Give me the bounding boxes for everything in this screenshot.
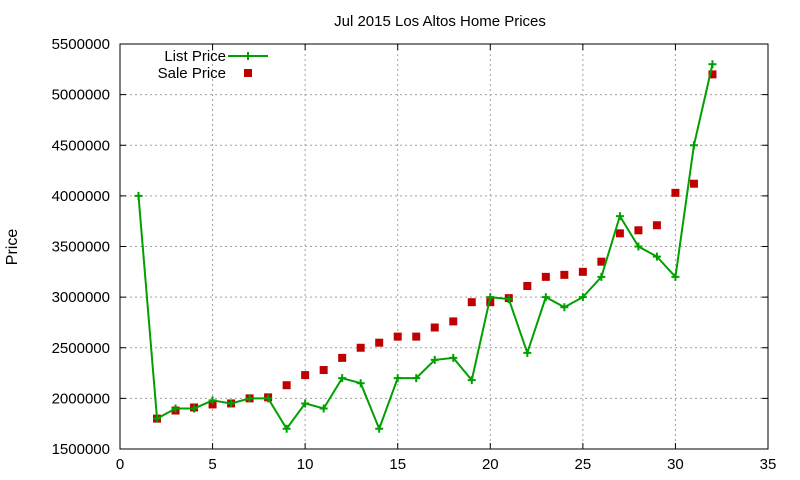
data-point-square [689, 179, 698, 188]
data-point-square [541, 272, 550, 281]
data-point-cross [153, 414, 162, 423]
legend-label: List Price [164, 48, 226, 65]
data-point-square [319, 366, 328, 375]
data-point-square [467, 298, 476, 307]
y-tick-label: 1500000 [52, 441, 110, 458]
x-tick-label: 35 [760, 456, 777, 473]
data-point-cross [708, 60, 717, 69]
data-point-square [708, 70, 717, 79]
y-tick-label: 2000000 [52, 390, 110, 407]
data-point-cross [504, 295, 513, 304]
data-point-square [338, 353, 347, 362]
data-point-cross [615, 212, 624, 221]
x-tick-label: 10 [297, 456, 314, 473]
data-point-cross [301, 399, 310, 408]
data-point-cross [578, 293, 587, 302]
data-point-cross [282, 424, 291, 433]
legend-label: Sale Price [158, 65, 226, 82]
x-tick-label: 0 [116, 456, 124, 473]
data-point-square [282, 381, 291, 390]
y-tick-label: 4000000 [52, 188, 110, 205]
data-point-square [412, 332, 421, 341]
data-point-cross [319, 404, 328, 413]
data-point-square [671, 188, 680, 197]
data-point-cross [523, 348, 532, 357]
chart-title: Jul 2015 Los Altos Home Prices [334, 13, 546, 30]
data-point-square [430, 323, 439, 332]
data-point-cross [134, 191, 143, 200]
data-point-square [615, 229, 624, 238]
y-tick-label: 5000000 [52, 87, 110, 104]
data-point-square [560, 270, 569, 279]
axis-ticks: 0 5 10 15 20 25 30 35 1500000 2000000 2500000 30000… [52, 36, 777, 473]
grid-lines [120, 44, 768, 449]
y-tick-label: 3000000 [52, 289, 110, 306]
data-point-cross [560, 303, 569, 312]
data-point-square [449, 317, 458, 326]
series-layer [134, 60, 717, 433]
data-point-cross [652, 252, 661, 261]
y-tick-label: 3500000 [52, 239, 110, 256]
data-point-cross [190, 404, 199, 413]
data-point-square [486, 298, 495, 307]
data-point-cross [375, 424, 384, 433]
data-point-square [634, 226, 643, 235]
legend-marker [244, 52, 252, 60]
data-point-cross [467, 376, 476, 385]
data-point-cross [208, 396, 217, 405]
data-point-cross [338, 374, 347, 383]
data-point-cross [227, 399, 236, 408]
data-point-square [393, 332, 402, 341]
data-point-cross [486, 293, 495, 302]
data-point-square [375, 338, 384, 347]
y-tick-label: 4500000 [52, 137, 110, 154]
data-point-square [356, 343, 365, 352]
data-point-square [523, 281, 532, 290]
data-point-square [652, 221, 661, 230]
data-point-square [301, 371, 310, 380]
data-point-cross [356, 379, 365, 388]
data-point-cross [245, 394, 254, 403]
data-point-cross [264, 394, 273, 403]
data-point-square [597, 257, 606, 266]
data-point-square [578, 267, 587, 276]
x-tick-label: 20 [482, 456, 499, 473]
data-point-cross [430, 355, 439, 364]
data-point-cross [393, 374, 402, 383]
data-point-cross [171, 404, 180, 413]
x-tick-label: 30 [667, 456, 684, 473]
y-axis-label: Price [4, 229, 21, 266]
legend-marker [244, 69, 252, 77]
data-point-cross [541, 293, 550, 302]
data-point-cross [597, 272, 606, 281]
data-point-cross [634, 242, 643, 251]
data-point-cross [671, 272, 680, 281]
y-tick-label: 2500000 [52, 340, 110, 357]
data-point-cross [412, 374, 421, 383]
x-tick-label: 15 [389, 456, 406, 473]
data-point-cross [689, 141, 698, 150]
x-tick-label: 5 [208, 456, 216, 473]
data-point-square [208, 400, 217, 409]
series-list-price [134, 60, 717, 433]
x-tick-label: 25 [575, 456, 592, 473]
y-tick-label: 5500000 [52, 36, 110, 53]
data-point-cross [449, 353, 458, 362]
